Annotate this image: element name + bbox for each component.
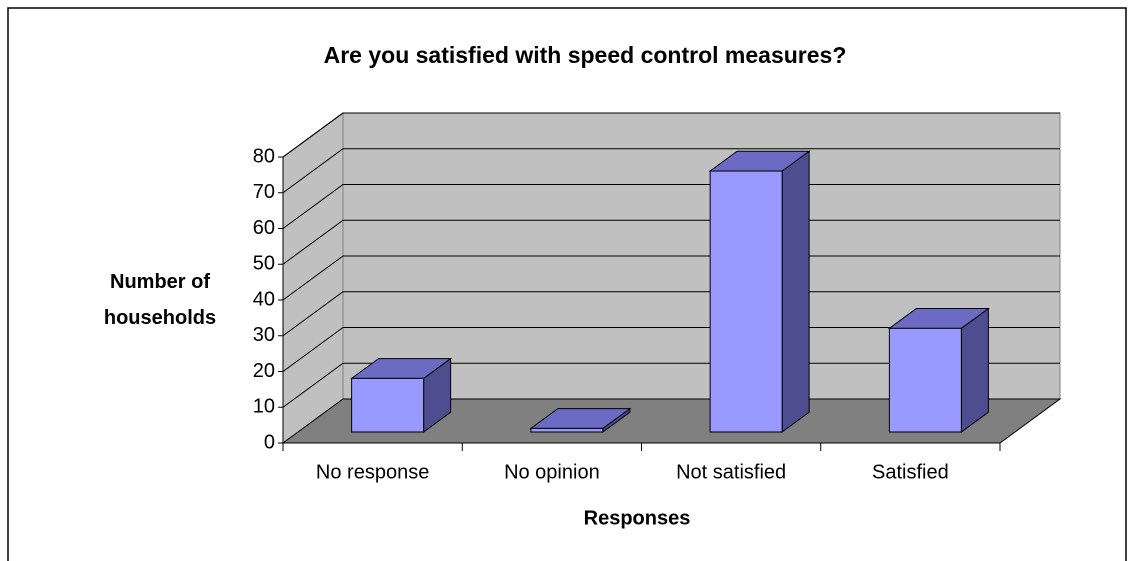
frame <box>7 7 1127 561</box>
y-axis-title: Number of households <box>104 271 216 329</box>
grid-line <box>282 184 1060 229</box>
y-tick-label: 20 <box>253 360 275 382</box>
x-tick-label: No opinion <box>504 461 600 483</box>
chart-title: Are you satisfied with speed control mea… <box>324 42 847 68</box>
bar <box>530 427 604 433</box>
y-tick-label: 60 <box>253 217 275 239</box>
grid-line <box>282 255 1060 301</box>
bar-side <box>960 307 989 433</box>
bar <box>888 327 962 433</box>
y-tick-label: 50 <box>253 253 275 275</box>
grid-line <box>282 327 1060 372</box>
bar <box>709 170 783 433</box>
y-tick-label: 70 <box>253 181 275 203</box>
y-tick-label: 40 <box>253 288 275 310</box>
x-tick-label: Not satisfied <box>676 461 786 483</box>
y-tick-label: 80 <box>253 145 275 167</box>
x-tick-label: No response <box>316 461 429 483</box>
grid-line <box>282 362 1060 408</box>
y-axis-back <box>282 112 344 158</box>
grid-line <box>282 291 1060 337</box>
y-tick-label: 10 <box>253 396 275 418</box>
grid-line <box>282 148 1060 194</box>
y-tick-label: 0 <box>264 431 275 453</box>
x-axis-title: Responses <box>584 507 691 529</box>
x-tick-label: Satisfied <box>872 461 949 483</box>
y-tick-label: 30 <box>253 324 275 346</box>
grid-line <box>282 219 1060 265</box>
bar <box>351 377 425 433</box>
bar-side <box>781 150 810 433</box>
